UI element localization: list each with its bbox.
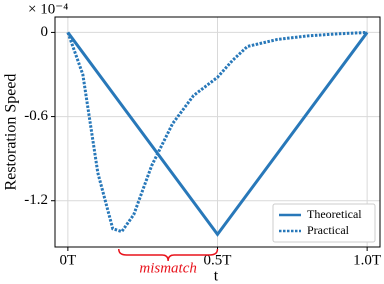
plot-frame bbox=[54, 16, 381, 248]
axis-multiplier: × 10⁻⁴ bbox=[28, 1, 68, 17]
series-line bbox=[66, 30, 368, 234]
y-axis-label: Restoration Speed bbox=[3, 74, 20, 191]
series-line bbox=[66, 31, 369, 237]
x-tick-label: 0.5T bbox=[204, 252, 232, 268]
x-tick-label: 1.0T bbox=[353, 252, 381, 268]
y-tick-label: -1.2 bbox=[24, 192, 48, 208]
x-tick-label: 0T bbox=[60, 252, 77, 268]
legend-box bbox=[272, 203, 376, 243]
legend-label: Practical bbox=[307, 223, 350, 237]
annotation: mismatch bbox=[139, 260, 197, 276]
x-axis-label: t bbox=[214, 268, 219, 284]
y-tick-label: 0 bbox=[41, 24, 49, 40]
y-tick-label: -0.6 bbox=[24, 108, 48, 124]
annotation-brace bbox=[117, 248, 219, 262]
legend-label: Theoretical bbox=[307, 207, 362, 221]
